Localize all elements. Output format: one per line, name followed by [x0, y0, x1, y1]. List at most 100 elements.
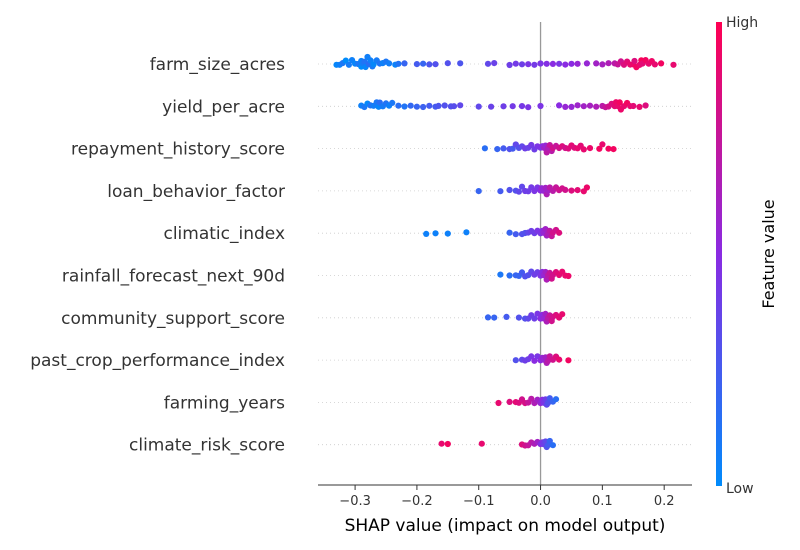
shap-point — [568, 103, 575, 110]
shap-point — [531, 315, 538, 322]
shap-point — [450, 103, 458, 110]
x-tick-label: 0.1 — [592, 494, 613, 509]
shap-point — [407, 102, 414, 109]
feature-label-farm-size-acres: farm_size_acres — [150, 55, 285, 75]
shap-point — [549, 442, 557, 449]
shap-point — [610, 146, 617, 153]
x-axis: −0.3 −0.2 −0.1 0.0 0.1 0.2 — [318, 484, 692, 509]
shap-point — [574, 187, 581, 194]
shap-point — [568, 187, 575, 194]
shap-point — [562, 61, 569, 68]
shap-point — [426, 61, 433, 68]
colorbar: High Low Feature value — [716, 15, 778, 497]
shap-point — [531, 61, 538, 68]
shap-point — [642, 102, 649, 109]
shap-point — [586, 102, 594, 109]
shap-point — [574, 102, 581, 109]
shap-point — [670, 61, 677, 68]
shap-point — [556, 102, 563, 109]
shap-point — [580, 103, 587, 110]
shap-point — [512, 60, 519, 67]
shap-point — [537, 60, 544, 67]
shap-point — [475, 103, 482, 110]
shap-point — [586, 145, 594, 152]
shap-point — [441, 102, 448, 109]
colorbar-high-label: High — [726, 15, 758, 31]
shap-point — [593, 60, 600, 67]
shap-point — [562, 186, 569, 193]
shap-point — [518, 183, 526, 190]
shap-point — [518, 61, 526, 68]
shap-point — [556, 60, 563, 67]
shap-point — [463, 229, 470, 236]
shap-point — [506, 272, 513, 279]
shap-point — [525, 104, 532, 111]
shap-point — [616, 99, 623, 106]
shap-point — [506, 229, 513, 236]
shap-point — [605, 60, 612, 67]
shap-point — [432, 61, 439, 68]
shap-point — [413, 103, 420, 110]
shap-point — [528, 395, 535, 402]
shap-point — [531, 357, 538, 364]
feature-labels: farm_size_acres yield_per_acre repayment_h… — [30, 55, 285, 456]
shap-point — [515, 314, 523, 321]
shap-point — [475, 188, 482, 195]
shap-point — [658, 60, 665, 67]
shap-point — [583, 184, 591, 191]
shap-point — [568, 60, 575, 67]
shap-point — [500, 103, 507, 110]
shap-point — [552, 396, 560, 403]
shap-point — [435, 102, 442, 109]
shap-point — [494, 146, 501, 153]
feature-label-climatic-index: climatic_index — [163, 224, 285, 244]
shap-point — [420, 103, 427, 111]
shap-point — [636, 103, 643, 110]
shap-point — [503, 313, 510, 320]
feature-label-yield-per-acre: yield_per_acre — [162, 97, 285, 117]
shap-point — [506, 61, 513, 69]
shap-point — [438, 440, 445, 447]
shap-point — [478, 440, 485, 447]
shap-point — [395, 60, 402, 67]
shap-point — [556, 229, 563, 236]
x-tick-label: −0.1 — [463, 494, 495, 509]
feature-label-community-support-score: community_support_score — [61, 309, 285, 329]
shap-point — [423, 230, 430, 237]
shap-point — [484, 60, 492, 67]
x-tick-label: −0.3 — [339, 494, 371, 509]
shap-point — [509, 103, 516, 110]
x-ticks: −0.3 −0.2 −0.1 0.0 0.1 0.2 — [339, 485, 675, 509]
shap-point — [401, 60, 408, 67]
feature-label-repayment-history-score: repayment_history_score — [71, 140, 285, 160]
feature-label-farming-years: farming_years — [164, 393, 285, 413]
feature-label-past-crop-performance-index: past_crop_performance_index — [30, 351, 285, 371]
shap-point — [525, 61, 532, 68]
x-tick-label: 0.2 — [654, 494, 675, 509]
shap-point — [599, 141, 606, 148]
shap-point — [599, 61, 606, 68]
shap-point — [484, 314, 492, 321]
shap-point — [583, 60, 591, 67]
shap-point — [605, 145, 612, 152]
x-axis-title: SHAP value (impact on model output) — [345, 516, 666, 536]
shap-point — [457, 60, 464, 67]
shap-point — [549, 60, 557, 67]
colorbar-low-label: Low — [726, 481, 754, 497]
shap-point — [544, 399, 552, 407]
shap-point — [565, 357, 572, 364]
feature-label-loan-behavior-factor: loan_behavior_factor — [107, 182, 285, 202]
feature-label-rainfall-forecast-next-90d: rainfall_forecast_next_90d — [62, 267, 285, 287]
x-tick-label: −0.2 — [401, 494, 433, 509]
shap-point — [630, 102, 637, 110]
shap-point — [497, 271, 504, 278]
shap-point — [537, 102, 544, 110]
shap-point — [512, 231, 519, 238]
shap-point — [386, 60, 393, 67]
shap-point — [497, 188, 504, 195]
shap-point — [651, 61, 659, 68]
shap-point — [506, 186, 513, 194]
shap-point — [420, 60, 427, 67]
shap-point — [457, 102, 464, 109]
